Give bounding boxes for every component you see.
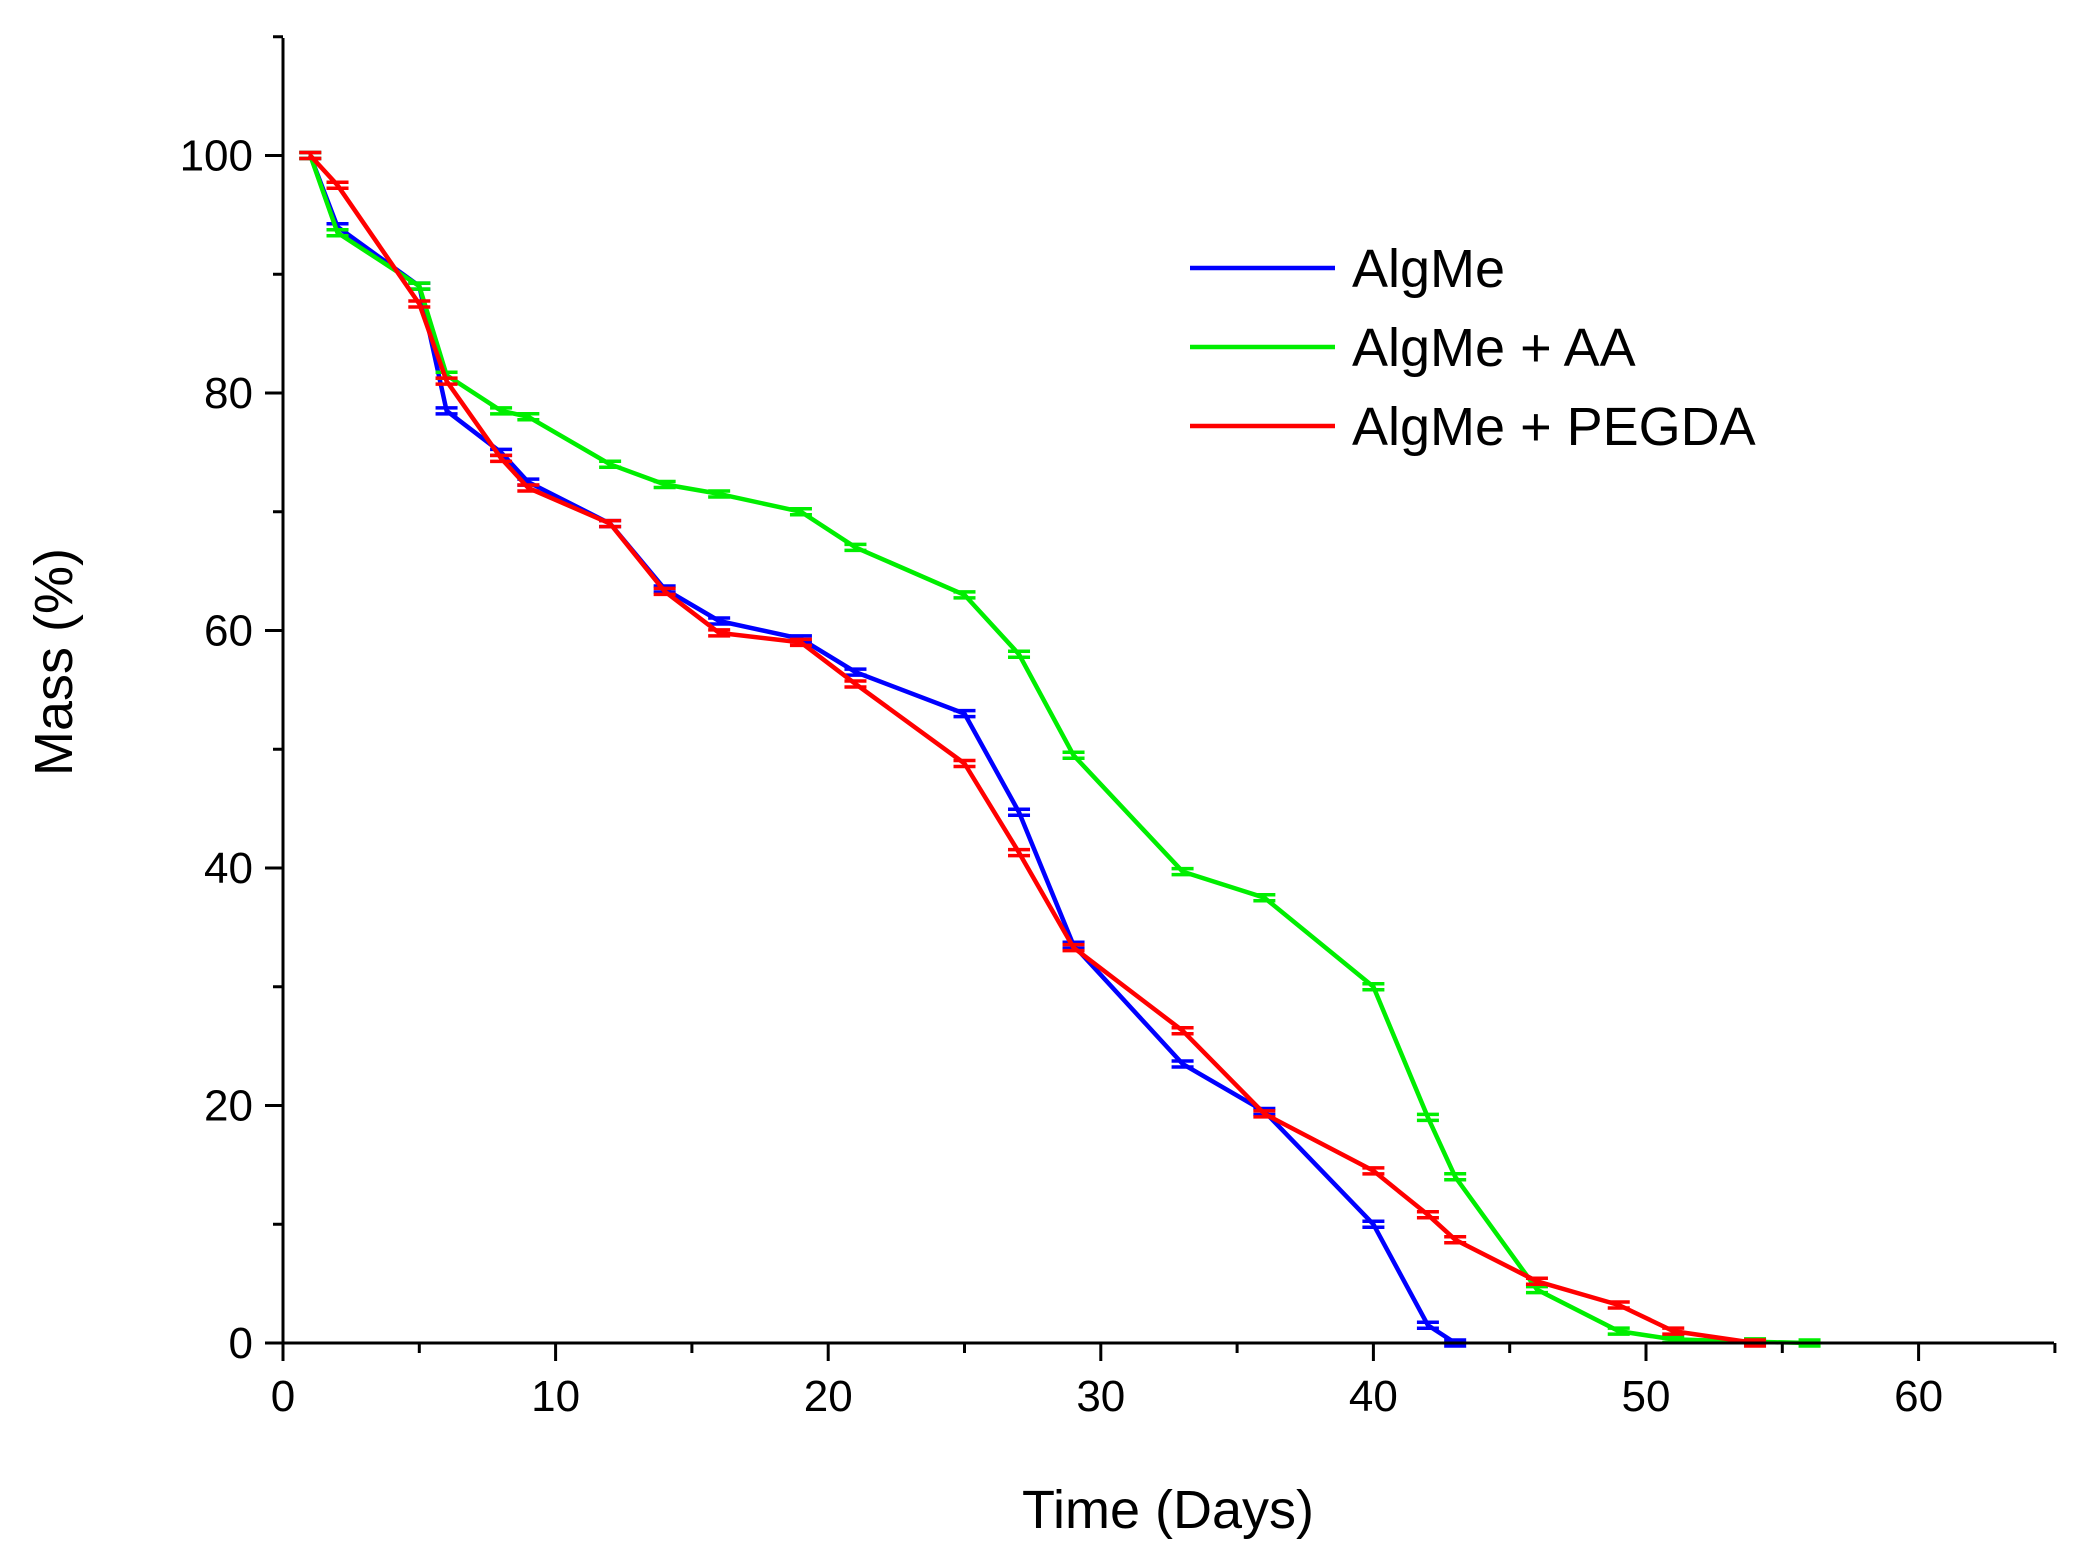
data-point: [1416, 1320, 1439, 1330]
data-point: [1416, 1210, 1439, 1220]
data-point: [1253, 892, 1276, 903]
data-point: [789, 507, 812, 517]
data-point: [435, 376, 458, 386]
data-point: [653, 479, 676, 490]
y-tick-label: 60: [204, 607, 253, 656]
series-algme: [299, 150, 1467, 1348]
x-tick-label: 30: [1076, 1372, 1125, 1421]
data-point: [599, 459, 622, 469]
legend-label: AlgMe + PEGDA: [1352, 397, 1756, 457]
data-point: [1525, 1276, 1548, 1286]
data-point: [326, 227, 349, 238]
data-point: [408, 281, 431, 291]
data-point: [708, 628, 731, 638]
y-tick-label: 100: [180, 132, 253, 181]
x-axis-title: Time (Days): [1022, 1480, 1314, 1540]
data-point: [789, 637, 812, 648]
x-tick-label: 50: [1622, 1372, 1671, 1421]
data-point: [299, 150, 322, 161]
y-tick-label: 20: [204, 1082, 253, 1131]
data-point: [1008, 807, 1031, 817]
data-point: [953, 758, 976, 769]
data-point: [517, 412, 540, 422]
series-line: [308, 154, 1457, 1345]
data-point: [1253, 1109, 1276, 1119]
data-point: [844, 667, 867, 677]
data-point: [1444, 1172, 1467, 1182]
x-tick-label: 10: [531, 1372, 580, 1421]
data-point: [1607, 1300, 1630, 1310]
data-point: [1662, 1326, 1685, 1336]
data-point: [1008, 649, 1031, 659]
legend: AlgMe AlgMe + AA AlgMe + PEGDA: [1190, 239, 1756, 457]
data-point: [1171, 1059, 1194, 1069]
y-ticks: 0 20 40 60 80 100: [180, 35, 283, 1368]
legend-label: AlgMe + AA: [1352, 318, 1636, 378]
data-point: [1062, 750, 1085, 760]
data-point: [1008, 847, 1031, 858]
data-point: [708, 489, 731, 499]
data-point: [1444, 1234, 1467, 1245]
data-point: [326, 180, 349, 190]
legend-item: AlgMe + PEGDA: [1190, 397, 1756, 457]
x-ticks: 0 10 20 30 40 50 60: [271, 1343, 2057, 1421]
data-point: [1362, 1219, 1385, 1229]
data-point: [844, 542, 867, 553]
data-point: [1607, 1326, 1630, 1336]
data-point: [1171, 866, 1194, 877]
data-point: [408, 299, 431, 309]
data-point: [490, 406, 513, 416]
data-point: [1171, 1025, 1194, 1036]
legend-item: AlgMe + AA: [1190, 318, 1636, 378]
series-line: [308, 154, 1810, 1346]
data-point: [1062, 942, 1085, 953]
data-point: [708, 616, 731, 626]
x-tick-label: 40: [1349, 1372, 1398, 1421]
x-tick-label: 0: [271, 1372, 295, 1421]
x-tick-label: 60: [1894, 1372, 1943, 1421]
axes: [281, 38, 2054, 1345]
y-tick-label: 40: [204, 844, 253, 893]
data-point: [435, 406, 458, 416]
data-point: [490, 453, 513, 464]
x-tick-label: 20: [804, 1372, 853, 1421]
y-tick-label: 0: [229, 1319, 253, 1368]
data-point: [953, 708, 976, 719]
data-point: [599, 518, 622, 529]
data-point: [1416, 1112, 1439, 1123]
data-point: [1362, 982, 1385, 992]
data-point: [1525, 1284, 1548, 1295]
legend-label: AlgMe: [1352, 239, 1505, 299]
y-tick-label: 80: [204, 369, 253, 418]
y-axis-title: Mass (%): [24, 548, 84, 776]
data-point: [1362, 1166, 1385, 1176]
data-point: [953, 590, 976, 600]
data-point: [844, 679, 867, 689]
legend-item: AlgMe: [1190, 239, 1505, 299]
data-point: [517, 483, 540, 493]
data-point: [653, 586, 676, 597]
series-algme-pegda: [299, 150, 1767, 1348]
